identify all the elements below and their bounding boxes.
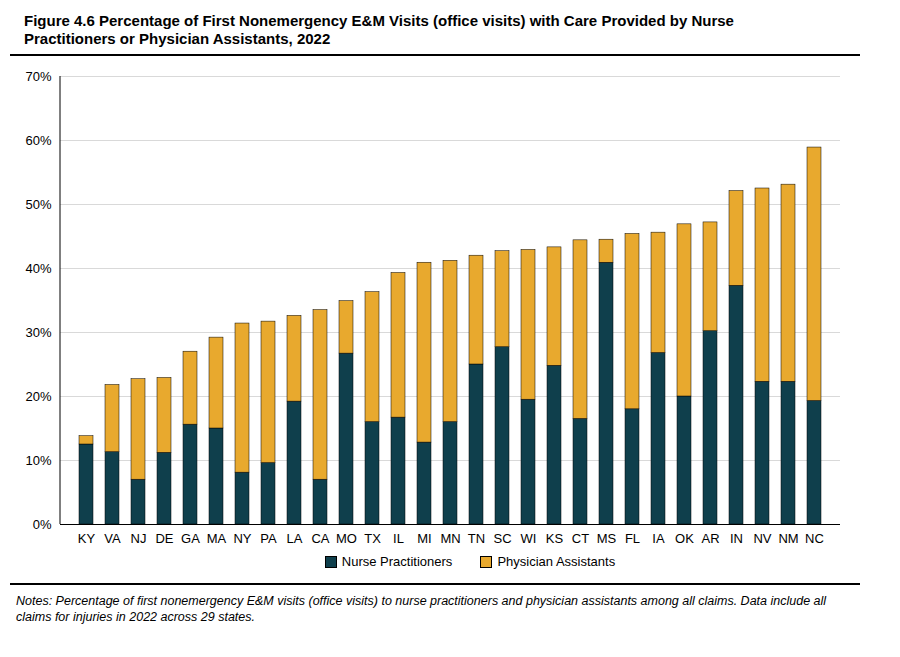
svg-text:10%: 10% <box>25 453 51 468</box>
svg-text:VA: VA <box>104 531 121 546</box>
svg-text:GA: GA <box>181 531 200 546</box>
svg-text:IA: IA <box>652 531 665 546</box>
svg-text:CA: CA <box>311 531 329 546</box>
svg-text:KY: KY <box>78 531 96 546</box>
svg-text:AR: AR <box>701 531 719 546</box>
svg-text:0%: 0% <box>33 517 52 532</box>
svg-text:MS: MS <box>597 531 617 546</box>
svg-text:30%: 30% <box>25 325 51 340</box>
svg-text:40%: 40% <box>25 261 51 276</box>
svg-text:MO: MO <box>336 531 357 546</box>
svg-text:PA: PA <box>260 531 277 546</box>
svg-text:MN: MN <box>440 531 460 546</box>
svg-text:70%: 70% <box>25 69 51 84</box>
svg-text:LA: LA <box>287 531 303 546</box>
svg-text:MI: MI <box>417 531 431 546</box>
svg-text:NV: NV <box>753 531 771 546</box>
svg-text:NY: NY <box>233 531 251 546</box>
svg-text:FL: FL <box>625 531 640 546</box>
svg-text:NJ: NJ <box>131 531 147 546</box>
svg-text:WI: WI <box>521 531 537 546</box>
svg-text:IN: IN <box>730 531 743 546</box>
svg-text:20%: 20% <box>25 389 51 404</box>
svg-text:KS: KS <box>546 531 564 546</box>
html-text:Notes: Percentage of first non: Notes: Percentage of first nonemergency … <box>16 594 827 624</box>
svg-text:MA: MA <box>207 531 227 546</box>
svg-text:NC: NC <box>805 531 824 546</box>
html-text:Nurse Practitioners: Nurse Practitioners <box>341 554 453 569</box>
svg-text:OK: OK <box>675 531 694 546</box>
svg-text:DE: DE <box>155 531 173 546</box>
html-text:Figure 4.6 Percentage of First: Figure 4.6 Percentage of First Nonemerge… <box>24 12 734 47</box>
svg-text:60%: 60% <box>25 133 51 148</box>
svg-text:50%: 50% <box>25 197 51 212</box>
svg-text:TX: TX <box>364 531 381 546</box>
svg-text:NM: NM <box>778 531 798 546</box>
html-text:Physician Assistants: Physician Assistants <box>497 554 616 569</box>
svg-text:SC: SC <box>493 531 511 546</box>
svg-text:CT: CT <box>572 531 589 546</box>
svg-text:TN: TN <box>468 531 485 546</box>
svg-text:IL: IL <box>393 531 404 546</box>
